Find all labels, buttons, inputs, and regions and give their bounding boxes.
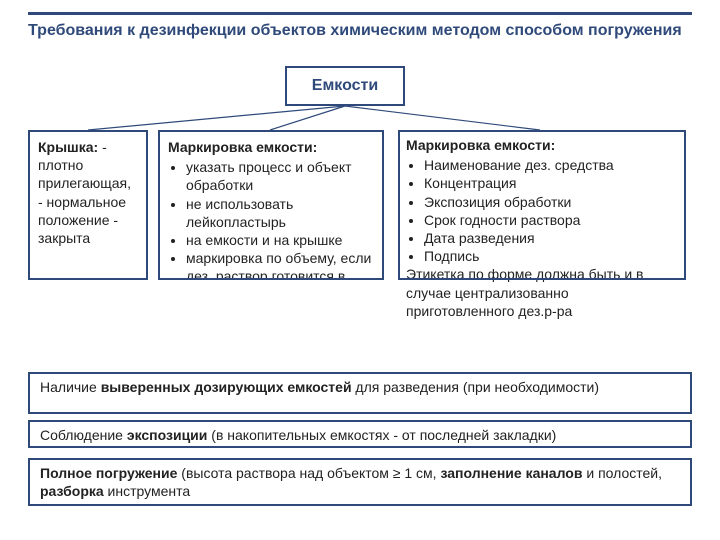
connector-line <box>270 106 345 130</box>
list-item: маркировка по объему, если дез. раствор … <box>186 249 374 280</box>
note-bold: разборка <box>40 483 104 499</box>
note-text: (в накопительных емкостях - от последней… <box>207 427 556 443</box>
note-text: для разведения (при необходимости) <box>352 379 599 395</box>
note-bold: экспозиции <box>127 427 208 443</box>
list-item: на емкости и на крышке <box>186 231 374 249</box>
connector-line <box>345 106 540 130</box>
box-marking-process-heading: Маркировка емкости: <box>168 138 374 156</box>
list-item: не использовать лейкопластырь <box>186 195 374 231</box>
note-text: и полостей, <box>582 465 662 481</box>
list-item: указать процесс и объект обработки <box>186 158 374 194</box>
box-lid: Крышка: - плотно прилегающая, - нормальн… <box>28 130 148 280</box>
box-lid-body: - плотно прилегающая, - нормальное полож… <box>38 139 131 246</box>
note-text: (высота раствора над объектом ≥ 1 см, <box>177 465 440 481</box>
note-bold: выверенных дозирующих емкостей <box>101 379 352 395</box>
title-divider <box>28 12 692 15</box>
slide: Требования к дезинфекции объектов химиче… <box>0 0 720 540</box>
page-title: Требования к дезинфекции объектов химиче… <box>28 21 692 41</box>
note-text: Наличие <box>40 379 101 395</box>
note-text: Соблюдение <box>40 427 127 443</box>
connector-line <box>88 106 345 130</box>
note-exposure: Соблюдение экспозиции (в накопительных е… <box>28 420 692 448</box>
box-marking-process: Маркировка емкости: указать процесс и об… <box>158 130 384 280</box>
note-dosing-containers: Наличие выверенных дозирующих емкостей д… <box>28 372 692 414</box>
box-marking-process-list: указать процесс и объект обработки не ис… <box>168 158 374 280</box>
root-node: Емкости <box>285 66 405 106</box>
box-lid-heading: Крышка: <box>38 139 98 155</box>
note-bold: Полное погружение <box>40 465 177 481</box>
box-marking-label-frame <box>398 130 686 280</box>
note-bold: заполнение каналов <box>440 465 582 481</box>
note-text: инструмента <box>104 483 191 499</box>
note-full-immersion: Полное погружение (высота раствора над о… <box>28 458 692 506</box>
